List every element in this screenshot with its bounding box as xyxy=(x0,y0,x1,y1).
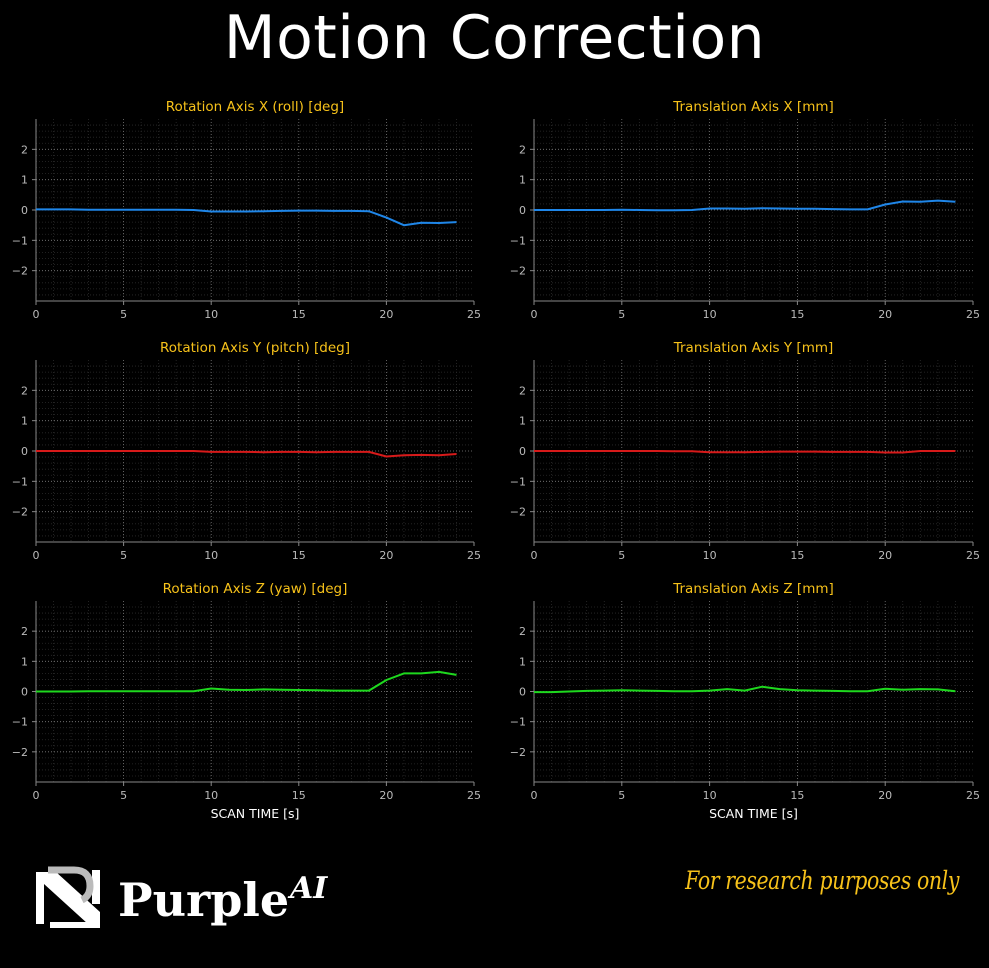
x-tick-label: 5 xyxy=(618,308,625,321)
x-tick-label: 0 xyxy=(531,789,538,802)
x-tick-label: 10 xyxy=(703,789,717,802)
y-tick-label: −2 xyxy=(510,746,526,759)
chart-title: Translation Axis Y [mm] xyxy=(673,340,834,356)
x-tick-label: 25 xyxy=(966,789,980,802)
x-tick-label: 5 xyxy=(618,789,625,802)
chart-panel: 0 5 10 15 20 25 −2 −1 0 1 2 Rotation Axis Z (yaw) [… xyxy=(12,581,481,821)
y-tick-label: −2 xyxy=(510,506,526,519)
y-tick-label: 2 xyxy=(21,625,28,638)
chart-panel: 0 5 10 15 20 25 −2 −1 0 1 2 Rotation Axis X (roll) … xyxy=(12,99,481,321)
x-tick-label: 5 xyxy=(120,308,127,321)
x-tick-label: 0 xyxy=(33,308,40,321)
chart-title: Translation Axis Z [mm] xyxy=(672,581,834,597)
disclaimer-text: For research purposes only xyxy=(685,866,959,895)
x-tick-label: 5 xyxy=(120,549,127,562)
x-tick-label: 25 xyxy=(966,308,980,321)
y-tick-label: −2 xyxy=(510,265,526,278)
x-tick-label: 0 xyxy=(33,549,40,562)
series-line xyxy=(534,685,956,694)
logo-brand-text: Purple xyxy=(118,873,289,927)
y-tick-label: −1 xyxy=(12,716,28,729)
chart-panel: 0 5 10 15 20 25 −2 −1 0 1 2 Rotation Axis Y (pitch)… xyxy=(12,340,481,562)
x-axis-label: SCAN TIME [s] xyxy=(211,806,300,821)
y-tick-label: −2 xyxy=(12,265,28,278)
logo-mark-icon xyxy=(36,866,100,928)
y-tick-label: 2 xyxy=(519,143,526,156)
x-tick-label: 20 xyxy=(878,308,892,321)
y-tick-label: 1 xyxy=(519,415,526,428)
x-tick-label: 5 xyxy=(120,789,127,802)
page-title: Motion Correction xyxy=(223,3,766,73)
x-tick-label: 0 xyxy=(531,308,538,321)
x-tick-label: 15 xyxy=(790,308,804,321)
y-tick-label: 0 xyxy=(21,445,28,458)
y-tick-label: 2 xyxy=(21,143,28,156)
chart-title: Rotation Axis Y (pitch) [deg] xyxy=(160,340,350,356)
y-tick-label: −1 xyxy=(510,475,526,488)
chart-panel: 0 5 10 15 20 25 −2 −1 0 1 2 Translation Axis Z [mm]… xyxy=(510,581,980,821)
x-tick-label: 20 xyxy=(379,549,393,562)
y-tick-label: 1 xyxy=(21,655,28,668)
x-tick-label: 10 xyxy=(703,308,717,321)
x-tick-label: 15 xyxy=(292,549,306,562)
y-tick-label: −2 xyxy=(12,506,28,519)
x-tick-label: 25 xyxy=(467,549,481,562)
y-tick-label: 1 xyxy=(21,415,28,428)
x-tick-label: 20 xyxy=(878,789,892,802)
x-tick-label: 20 xyxy=(379,789,393,802)
y-tick-label: 1 xyxy=(21,174,28,187)
x-tick-label: 20 xyxy=(379,308,393,321)
purple-ai-logo: Purple AI xyxy=(36,866,328,928)
chart-title: Rotation Axis Z (yaw) [deg] xyxy=(163,581,348,597)
x-tick-label: 25 xyxy=(966,549,980,562)
chart-panel: 0 5 10 15 20 25 −2 −1 0 1 2 Translation Axis X [mm] xyxy=(510,99,980,321)
y-tick-label: 0 xyxy=(519,204,526,217)
x-tick-label: 10 xyxy=(204,308,218,321)
y-tick-label: 1 xyxy=(519,655,526,668)
y-tick-label: 0 xyxy=(519,445,526,458)
y-tick-label: 0 xyxy=(519,686,526,699)
x-tick-label: 0 xyxy=(531,549,538,562)
y-tick-label: 2 xyxy=(21,384,28,397)
x-tick-label: 10 xyxy=(204,789,218,802)
y-tick-label: 0 xyxy=(21,204,28,217)
x-axis-label: SCAN TIME [s] xyxy=(709,806,798,821)
x-tick-label: 20 xyxy=(878,549,892,562)
y-tick-label: 0 xyxy=(21,686,28,699)
x-tick-label: 25 xyxy=(467,789,481,802)
x-tick-label: 15 xyxy=(790,549,804,562)
x-tick-label: 15 xyxy=(292,789,306,802)
x-tick-label: 10 xyxy=(204,549,218,562)
x-tick-label: 25 xyxy=(467,308,481,321)
x-tick-label: 5 xyxy=(618,549,625,562)
chart-title: Translation Axis X [mm] xyxy=(672,99,834,115)
x-tick-label: 15 xyxy=(292,308,306,321)
y-tick-label: −1 xyxy=(12,475,28,488)
y-tick-label: −1 xyxy=(510,234,526,247)
series-line xyxy=(36,208,457,227)
x-tick-label: 0 xyxy=(33,789,40,802)
y-tick-label: 1 xyxy=(519,174,526,187)
x-tick-label: 10 xyxy=(703,549,717,562)
y-tick-label: 2 xyxy=(519,384,526,397)
y-tick-label: −1 xyxy=(12,234,28,247)
x-tick-label: 15 xyxy=(790,789,804,802)
y-tick-label: −1 xyxy=(510,716,526,729)
chart-panel: 0 5 10 15 20 25 −2 −1 0 1 2 Translation Axis Y [mm] xyxy=(510,340,980,562)
logo-suffix-text: AI xyxy=(287,871,328,906)
y-tick-label: 2 xyxy=(519,625,526,638)
y-tick-label: −2 xyxy=(12,746,28,759)
chart-title: Rotation Axis X (roll) [deg] xyxy=(166,99,344,115)
